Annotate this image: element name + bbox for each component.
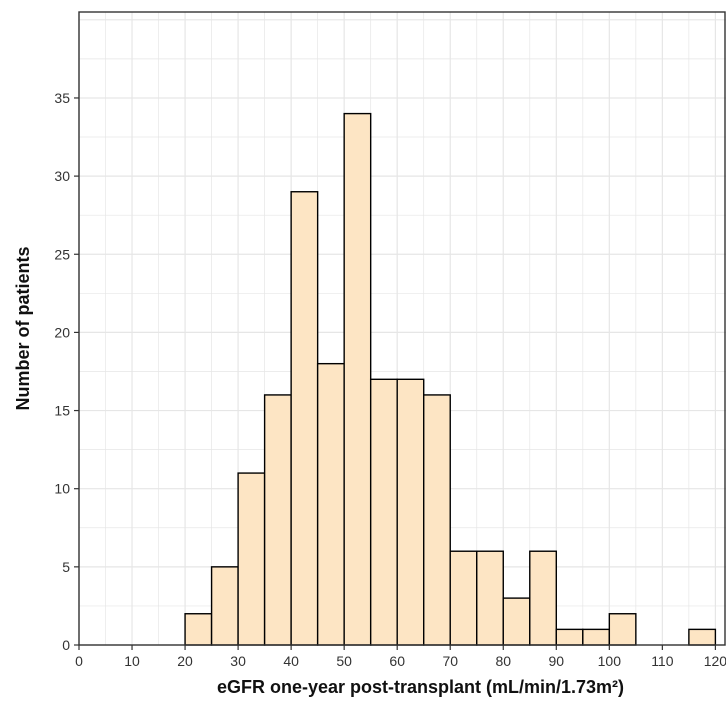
histogram-bar [263, 394, 292, 646]
histogram-bar [184, 613, 213, 646]
x-tick-label: 40 [283, 653, 299, 669]
histogram-bar [396, 378, 425, 646]
x-tick-label: 110 [651, 653, 674, 669]
histogram-bar [449, 550, 478, 646]
x-tick-label: 90 [549, 653, 565, 669]
histogram-bar [688, 628, 717, 646]
y-tick-label: 0 [62, 637, 70, 653]
axis-ticks: 0 10 20 30 40 50 60 70 80 90 100 110 120 0 5 10 15 20 25 30… [54, 90, 726, 669]
x-tick-label: 0 [75, 653, 83, 669]
y-tick-label: 25 [54, 246, 70, 262]
histogram-bar [529, 550, 557, 646]
plot-panel-border [78, 11, 726, 646]
histogram-bar [343, 112, 372, 646]
y-tick-label: 35 [54, 90, 70, 106]
y-axis-title: Number of patients [13, 246, 33, 410]
histogram-bar [290, 191, 319, 646]
histogram-bar [502, 597, 531, 646]
x-tick-label: 120 [704, 653, 726, 669]
x-tick-label: 10 [124, 653, 140, 669]
x-axis-title: eGFR one-year post-transplant (mL/min/1.… [217, 677, 624, 697]
x-tick-label: 20 [177, 653, 193, 669]
histogram-bar [608, 613, 637, 646]
histogram-bar [369, 378, 398, 646]
x-tick-label: 100 [598, 653, 622, 669]
x-tick-label: 80 [495, 653, 511, 669]
histogram-bar [555, 628, 584, 646]
x-tick-label: 60 [389, 653, 405, 669]
histogram-bar [210, 566, 239, 646]
histogram-bar [476, 550, 504, 646]
histogram-bars [184, 112, 717, 646]
x-tick-label: 30 [230, 653, 246, 669]
y-tick-label: 10 [54, 481, 70, 497]
y-tick-label: 5 [62, 559, 70, 575]
histogram-bar [316, 362, 345, 646]
histogram-bar [423, 394, 451, 646]
x-tick-label: 50 [336, 653, 352, 669]
y-tick-label: 30 [54, 168, 70, 184]
y-tick-label: 15 [54, 403, 70, 419]
y-tick-label: 20 [54, 324, 70, 340]
histogram-bar [582, 628, 611, 646]
x-tick-label: 70 [442, 653, 458, 669]
histogram-bar [237, 472, 266, 646]
